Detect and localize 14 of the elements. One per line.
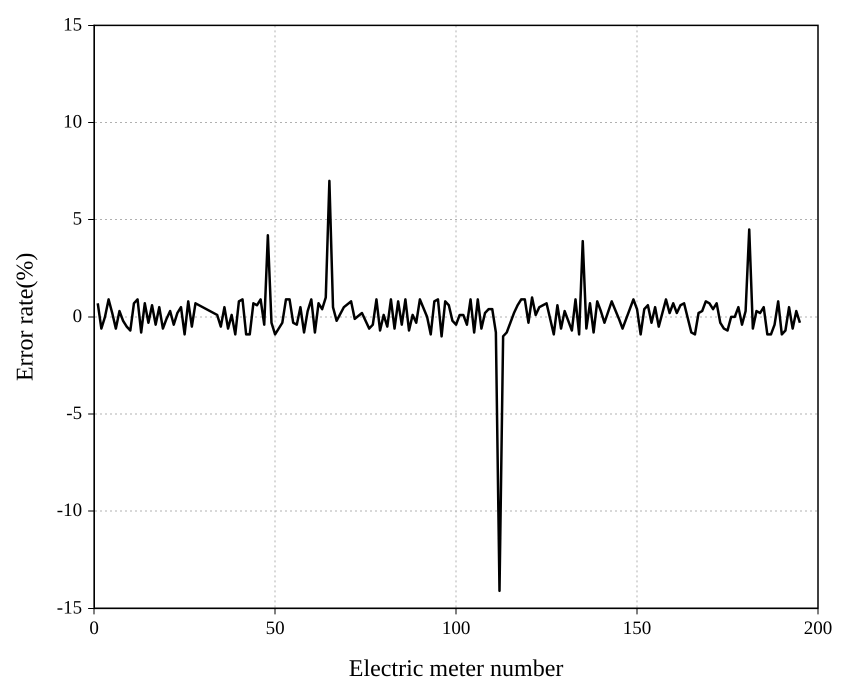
y-tick-label: 10 bbox=[63, 112, 82, 133]
y-tick-label: -10 bbox=[56, 500, 82, 522]
y-tick-label: -15 bbox=[56, 597, 82, 618]
y-axis-title: Error rate(%) bbox=[12, 252, 39, 382]
y-tick-label: 5 bbox=[72, 208, 82, 230]
x-tick-label: 200 bbox=[804, 618, 832, 639]
y-tick-label: 0 bbox=[72, 306, 82, 327]
x-tick-label: 50 bbox=[266, 618, 285, 639]
y-tick-label: 15 bbox=[63, 14, 82, 36]
y-tick-label: -5 bbox=[66, 403, 82, 424]
x-tick-label: 0 bbox=[89, 618, 99, 639]
x-axis-title: Electric meter number bbox=[348, 656, 564, 682]
x-tick-label: 150 bbox=[622, 618, 652, 639]
x-tick-label: 100 bbox=[442, 618, 470, 639]
